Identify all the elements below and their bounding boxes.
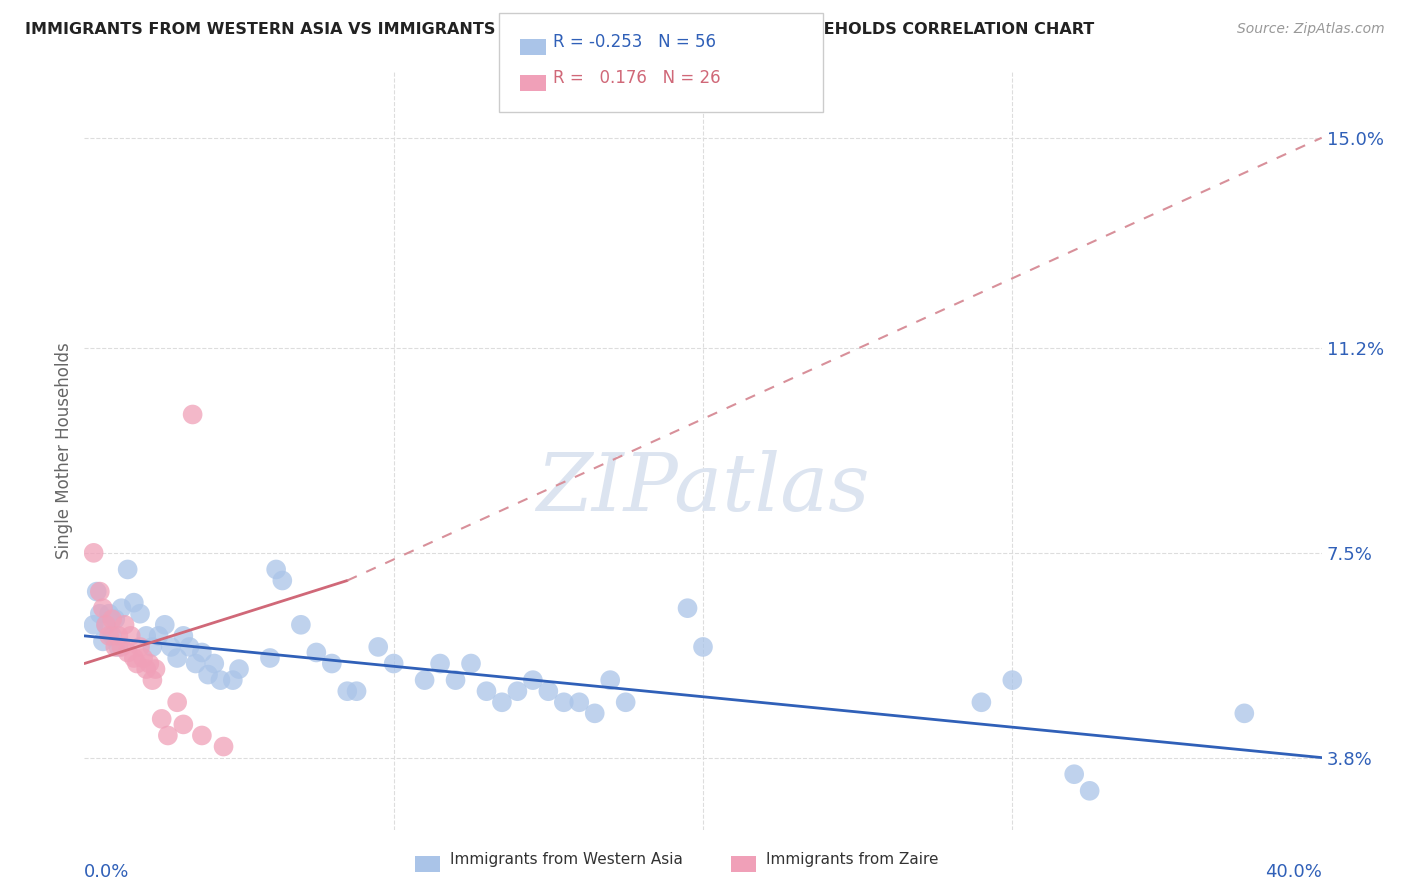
Point bbox=[153, 617, 176, 632]
Point bbox=[336, 684, 359, 698]
Point bbox=[271, 574, 294, 588]
Point bbox=[104, 640, 127, 654]
Point bbox=[110, 601, 132, 615]
Point bbox=[160, 640, 183, 654]
Point bbox=[181, 408, 204, 422]
Point bbox=[191, 645, 214, 659]
Point bbox=[141, 640, 163, 654]
Point bbox=[166, 695, 188, 709]
Point bbox=[202, 657, 225, 671]
Point bbox=[522, 673, 544, 687]
Point bbox=[98, 607, 121, 621]
Point bbox=[101, 612, 124, 626]
Text: R = -0.253   N = 56: R = -0.253 N = 56 bbox=[553, 33, 716, 51]
Point bbox=[1078, 784, 1101, 798]
Point bbox=[91, 634, 114, 648]
Point bbox=[132, 651, 155, 665]
Point bbox=[676, 601, 699, 615]
Point bbox=[599, 673, 621, 687]
Point bbox=[86, 584, 108, 599]
Point bbox=[172, 717, 194, 731]
Point bbox=[110, 640, 132, 654]
Point bbox=[120, 629, 142, 643]
Point bbox=[89, 584, 111, 599]
Text: 40.0%: 40.0% bbox=[1265, 863, 1322, 880]
Point bbox=[321, 657, 343, 671]
Point bbox=[141, 673, 163, 687]
Point bbox=[166, 651, 188, 665]
Point bbox=[222, 673, 245, 687]
Point bbox=[614, 695, 637, 709]
Point bbox=[117, 645, 139, 659]
Point bbox=[475, 684, 498, 698]
Point bbox=[460, 657, 482, 671]
Point bbox=[114, 617, 136, 632]
Point bbox=[107, 629, 129, 643]
Point bbox=[83, 546, 105, 560]
Text: R =   0.176   N = 26: R = 0.176 N = 26 bbox=[553, 69, 720, 87]
Point bbox=[553, 695, 575, 709]
Point bbox=[264, 562, 287, 576]
Point bbox=[1001, 673, 1024, 687]
Point bbox=[156, 729, 179, 743]
Point bbox=[191, 729, 214, 743]
Point bbox=[568, 695, 591, 709]
Point bbox=[91, 601, 114, 615]
Point bbox=[1233, 706, 1256, 721]
Point bbox=[83, 617, 105, 632]
Point bbox=[135, 629, 157, 643]
Point bbox=[145, 662, 167, 676]
Point bbox=[138, 657, 160, 671]
Point bbox=[98, 629, 121, 643]
Text: 0.0%: 0.0% bbox=[84, 863, 129, 880]
Point bbox=[125, 657, 148, 671]
Point bbox=[94, 617, 117, 632]
Point bbox=[382, 657, 405, 671]
Point bbox=[305, 645, 328, 659]
Point bbox=[259, 651, 281, 665]
Point bbox=[129, 640, 152, 654]
Point bbox=[1063, 767, 1085, 781]
Y-axis label: Single Mother Households: Single Mother Households bbox=[55, 343, 73, 558]
Point bbox=[367, 640, 389, 654]
Point bbox=[94, 617, 117, 632]
Point bbox=[444, 673, 467, 687]
Point bbox=[184, 657, 207, 671]
Text: ZIPatlas: ZIPatlas bbox=[536, 450, 870, 527]
Point bbox=[101, 629, 124, 643]
Point bbox=[107, 640, 129, 654]
Point bbox=[197, 667, 219, 681]
Point bbox=[122, 596, 145, 610]
Point bbox=[150, 712, 173, 726]
Point bbox=[179, 640, 201, 654]
Point bbox=[89, 607, 111, 621]
Point bbox=[970, 695, 993, 709]
Point bbox=[692, 640, 714, 654]
Text: Source: ZipAtlas.com: Source: ZipAtlas.com bbox=[1237, 22, 1385, 37]
Point bbox=[129, 607, 152, 621]
Text: Immigrants from Zaire: Immigrants from Zaire bbox=[766, 853, 939, 867]
Point bbox=[135, 662, 157, 676]
Point bbox=[429, 657, 451, 671]
Point bbox=[537, 684, 560, 698]
Text: IMMIGRANTS FROM WESTERN ASIA VS IMMIGRANTS FROM ZAIRE SINGLE MOTHER HOUSEHOLDS C: IMMIGRANTS FROM WESTERN ASIA VS IMMIGRAN… bbox=[25, 22, 1094, 37]
Point bbox=[290, 617, 312, 632]
Point bbox=[172, 629, 194, 643]
Point bbox=[346, 684, 368, 698]
Point bbox=[228, 662, 250, 676]
Text: Immigrants from Western Asia: Immigrants from Western Asia bbox=[450, 853, 683, 867]
Point bbox=[413, 673, 436, 687]
Point bbox=[583, 706, 606, 721]
Point bbox=[491, 695, 513, 709]
Point bbox=[212, 739, 235, 754]
Point bbox=[117, 562, 139, 576]
Point bbox=[209, 673, 232, 687]
Point bbox=[122, 651, 145, 665]
Point bbox=[148, 629, 170, 643]
Point bbox=[506, 684, 529, 698]
Point bbox=[104, 612, 127, 626]
